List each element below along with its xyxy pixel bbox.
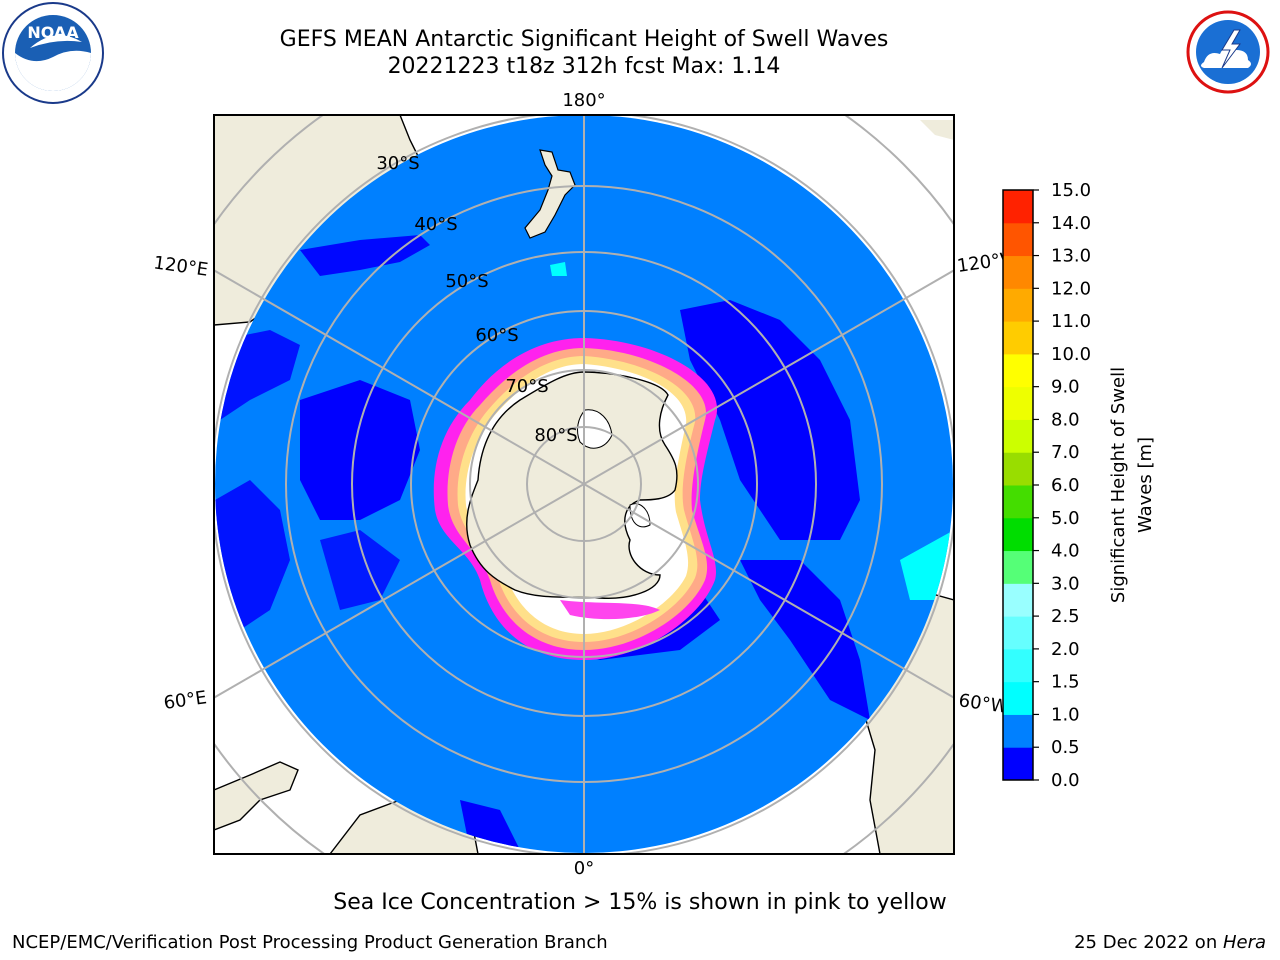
colorbar-tick-label: 9.0: [1051, 377, 1080, 398]
colorbar-segment: [1003, 648, 1033, 683]
colorbar-tick-label: 6.0: [1051, 475, 1080, 496]
colorbar-tick-label: 2.0: [1051, 639, 1080, 660]
noaa-logo-text: NOAA: [27, 23, 79, 42]
colorbar-segment: [1003, 419, 1033, 453]
colorbar-segment: [1003, 517, 1033, 552]
colorbar-tick-label: 15.0: [1051, 180, 1091, 201]
colorbar-tick-label: 11.0: [1051, 311, 1091, 332]
map-subtitle: 20221223 t18z 312h fcst Max: 1.14: [387, 54, 781, 79]
colorbar-segment: [1003, 714, 1033, 748]
colorbar-tick-label: 10.0: [1051, 344, 1091, 365]
colorbar: 0.0 0.5 1.0 1.5 2.0 2.5 3.0 4.0 5.0 6.0 7.0 8.0 9.0 1…: [1002, 180, 1091, 791]
sea-ice-note: Sea Ice Concentration > 15% is shown in …: [333, 890, 947, 915]
footer-date-text: 25 Dec 2022 on: [1074, 932, 1223, 953]
lon-label-60w: 60°W: [957, 690, 1009, 718]
lon-label-120e: 120°E: [152, 252, 209, 280]
colorbar-segment: [1003, 681, 1033, 715]
graticule: [214, 115, 954, 854]
colorbar-segment: [1003, 550, 1033, 584]
noaa-logo: NOAA: [2, 2, 104, 104]
colorbar-tick-label: 1.0: [1051, 704, 1080, 725]
colorbar-segment: [1003, 321, 1033, 355]
lon-label-180: 180°: [562, 90, 605, 111]
colorbar-tick-label: 7.0: [1051, 442, 1080, 463]
footer-credit: NCEP/EMC/Verification Post Processing Pr…: [12, 932, 608, 953]
colorbar-segment: [1003, 747, 1033, 781]
colorbar-tick-label: 4.0: [1051, 541, 1080, 562]
colorbar-tick-label: 13.0: [1051, 246, 1091, 267]
antarctica: [466, 371, 678, 599]
colorbar-tick-label: 8.0: [1051, 409, 1080, 430]
colorbar-segment: [1003, 353, 1033, 388]
colorbar-tick-label: 12.0: [1051, 278, 1091, 299]
map-frame: [213, 114, 955, 855]
colorbar-segment: [1003, 255, 1033, 289]
colorbar-label-line1: Significant Height of Swell: [1108, 367, 1129, 603]
colorbar-tick-label: 0.0: [1051, 770, 1080, 791]
nws-logo: [1178, 2, 1278, 102]
colorbar-tick-label: 2.5: [1051, 606, 1080, 627]
colorbar-segment: [1003, 485, 1033, 519]
colorbar-segment: [1003, 288, 1033, 322]
footer-date: 25 Dec 2022 on Hera: [1074, 932, 1266, 953]
colorbar-segment: [1003, 386, 1033, 420]
colorbar-segment: [1003, 190, 1033, 224]
colorbar-tick-label: 1.5: [1051, 672, 1080, 693]
colorbar-tick-label: 14.0: [1051, 213, 1091, 234]
lat-label-50s: 50°S: [445, 271, 488, 292]
lon-label-60e: 60°E: [162, 687, 208, 714]
lat-label-60s: 60°S: [475, 325, 518, 346]
colorbar-segment: [1003, 583, 1033, 617]
colorbar-segment: [1003, 452, 1033, 486]
colorbar-segment: [1003, 222, 1033, 257]
footer-machine: Hera: [1222, 932, 1266, 953]
lat-label-70s: 70°S: [505, 376, 548, 397]
colorbar-label-line2: Waves [m]: [1135, 437, 1156, 533]
lat-label-30s: 30°S: [376, 153, 419, 174]
colorbar-tick-label: 0.5: [1051, 737, 1080, 758]
colorbar-segment: [1003, 616, 1033, 650]
colorbar-tick-label: 3.0: [1051, 573, 1080, 594]
lat-label-80s: 80°S: [534, 425, 577, 446]
colorbar-tick-label: 5.0: [1051, 508, 1080, 529]
map-title: GEFS MEAN Antarctic Significant Height o…: [279, 27, 889, 52]
new-zealand: [524, 149, 576, 239]
lat-label-40s: 40°S: [414, 214, 457, 235]
lon-label-0: 0°: [574, 858, 594, 879]
